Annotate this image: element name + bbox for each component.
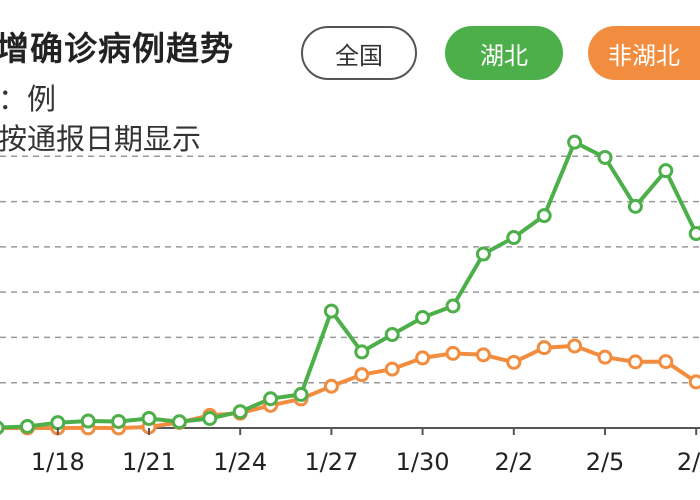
data-point-non-hubei: [567, 338, 583, 354]
data-point-non-hubei: [323, 378, 339, 394]
chart-title: 增确诊病例趋势: [0, 29, 234, 68]
data-point-non-hubei: [688, 374, 700, 390]
data-point-non-hubei: [445, 345, 461, 361]
data-point-non-hubei: [384, 361, 400, 377]
grid-lines: [0, 155, 700, 429]
x-tick-label: 2/2: [494, 448, 533, 476]
data-point-non-hubei: [415, 350, 431, 366]
data-point-hubei: [627, 198, 643, 214]
data-point-non-hubei: [536, 340, 552, 356]
data-point-hubei: [567, 134, 583, 150]
filter-hubei-button[interactable]: 湖北: [445, 26, 563, 80]
series-line-non-hubei: [0, 343, 700, 430]
data-point-non-hubei: [354, 367, 370, 383]
data-point-hubei: [688, 226, 700, 242]
unit-label: ：例: [0, 82, 57, 116]
data-point-hubei: [263, 391, 279, 407]
data-point-hubei: [323, 303, 339, 319]
data-point-hubei: [171, 414, 187, 430]
data-point-non-hubei: [506, 354, 522, 370]
series-line-hubei: [0, 140, 700, 430]
data-point-hubei: [232, 404, 248, 420]
data-point-hubei: [658, 163, 674, 179]
series-lines: [0, 140, 700, 430]
x-tick-label: 1/24: [213, 448, 267, 476]
data-point-hubei: [415, 310, 431, 326]
data-point-hubei: [506, 230, 522, 246]
data-point-non-hubei: [475, 347, 491, 363]
data-point-hubei: [384, 327, 400, 343]
data-point-hubei: [141, 410, 157, 426]
data-point-hubei: [50, 415, 66, 431]
data-point-non-hubei: [597, 349, 613, 365]
x-tick-label: 1/27: [304, 448, 358, 476]
data-point-hubei: [19, 418, 35, 434]
filter-national-button[interactable]: 全国: [301, 26, 417, 80]
data-point-hubei: [0, 420, 5, 435]
x-axis-ticks: 1/18 1/21 1/24 1/27 1/30 2/2 2/5 2/8: [31, 428, 700, 476]
data-point-non-hubei: [658, 354, 674, 370]
filter-non-hubei-button[interactable]: 非湖北: [588, 26, 700, 80]
data-point-hubei: [445, 298, 461, 314]
x-tick-label: 1/21: [122, 448, 176, 476]
data-point-hubei: [202, 410, 218, 426]
data-point-hubei: [354, 344, 370, 360]
date-note: 按通报日期显示: [0, 122, 202, 156]
data-point-hubei: [111, 413, 127, 429]
series-points: [0, 134, 700, 436]
data-point-hubei: [536, 208, 552, 224]
data-point-non-hubei: [627, 354, 643, 370]
x-tick-label: 2/8: [677, 448, 700, 476]
data-point-hubei: [475, 246, 491, 262]
data-point-hubei: [597, 149, 613, 165]
data-point-hubei: [80, 413, 96, 429]
x-tick-label: 1/18: [31, 448, 85, 476]
x-tick-label: 2/5: [586, 448, 625, 476]
x-tick-label: 1/30: [396, 448, 450, 476]
data-point-hubei: [293, 386, 309, 402]
